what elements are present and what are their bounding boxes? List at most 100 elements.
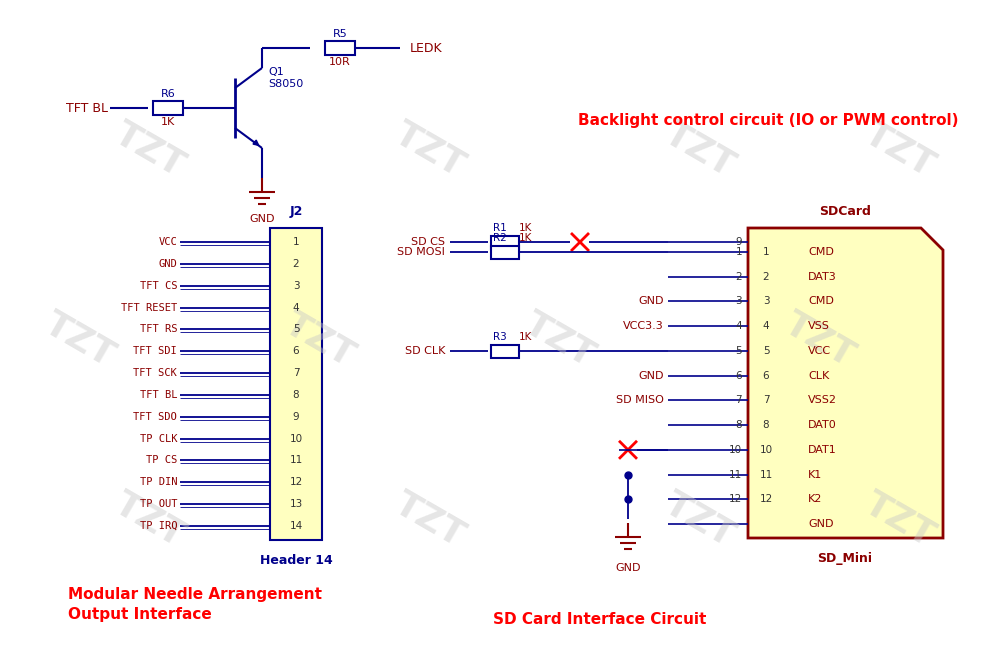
Text: VCC3.3: VCC3.3 (623, 321, 664, 331)
Text: GND: GND (639, 370, 664, 380)
Text: TZT: TZT (389, 116, 471, 184)
Text: 1K: 1K (518, 223, 532, 233)
Bar (270, 228, 322, 540)
Text: TP IRQ: TP IRQ (140, 521, 177, 531)
Text: 6: 6 (763, 370, 769, 380)
Text: 12: 12 (289, 477, 303, 488)
Text: TFT BL: TFT BL (140, 390, 177, 400)
Text: 1K: 1K (161, 117, 175, 127)
Text: 7: 7 (763, 395, 769, 405)
Text: DAT0: DAT0 (808, 420, 837, 430)
Text: 11: 11 (289, 455, 303, 465)
Text: TZT: TZT (659, 486, 741, 553)
Text: 1: 1 (763, 247, 769, 257)
Polygon shape (748, 228, 943, 538)
Text: SDCard: SDCard (819, 205, 871, 218)
Text: 12: 12 (759, 494, 773, 504)
Text: 4: 4 (735, 321, 742, 331)
Text: 3: 3 (735, 297, 742, 307)
Text: R2: R2 (493, 233, 507, 243)
Text: 10: 10 (759, 445, 773, 455)
Text: SD CS: SD CS (411, 237, 445, 247)
Text: 14: 14 (289, 521, 303, 531)
Bar (153, 101, 183, 115)
Bar (325, 41, 355, 55)
Bar (491, 345, 519, 358)
Text: R1: R1 (493, 223, 507, 233)
Text: J2: J2 (289, 205, 303, 218)
Bar (491, 236, 519, 249)
Text: 7: 7 (293, 368, 299, 378)
Text: SD CLK: SD CLK (405, 346, 445, 356)
Text: GND: GND (158, 259, 177, 269)
Text: TZT: TZT (859, 116, 941, 184)
Text: 10: 10 (729, 445, 742, 455)
Text: R3: R3 (493, 332, 507, 342)
Text: 6: 6 (293, 346, 299, 356)
Text: SD MOSI: SD MOSI (397, 247, 445, 257)
Text: 1K: 1K (518, 332, 532, 342)
Text: TZT: TZT (859, 486, 941, 553)
Text: 13: 13 (289, 499, 303, 509)
Text: TFT RESET: TFT RESET (121, 303, 177, 313)
Text: 12: 12 (729, 494, 742, 504)
Text: VSS2: VSS2 (808, 395, 837, 405)
Text: Q1: Q1 (268, 67, 284, 77)
Text: S8050: S8050 (268, 79, 303, 89)
Text: VSS: VSS (808, 321, 830, 331)
Text: TZT: TZT (779, 307, 861, 374)
Text: 1: 1 (735, 247, 742, 257)
Text: TZT: TZT (109, 486, 191, 553)
Text: 5: 5 (763, 346, 769, 356)
Text: TZT: TZT (279, 307, 361, 374)
Text: VCC: VCC (808, 346, 831, 356)
Text: 7: 7 (735, 395, 742, 405)
Text: 4: 4 (763, 321, 769, 331)
Text: 2: 2 (763, 272, 769, 282)
Text: Modular Needle Arrangement: Modular Needle Arrangement (68, 588, 322, 603)
Text: TFT SDO: TFT SDO (133, 412, 177, 422)
Text: 4: 4 (293, 303, 299, 313)
Text: DAT1: DAT1 (808, 445, 837, 455)
Text: SD Card Interface Circuit: SD Card Interface Circuit (493, 613, 707, 628)
Text: 9: 9 (293, 412, 299, 422)
Text: TFT SCK: TFT SCK (133, 368, 177, 378)
Text: TFT RS: TFT RS (140, 324, 177, 334)
Text: TFT BL: TFT BL (66, 101, 108, 114)
Text: GND: GND (639, 297, 664, 307)
Text: LEDK: LEDK (410, 41, 443, 55)
Text: Output Interface: Output Interface (68, 607, 212, 622)
Text: 11: 11 (729, 470, 742, 480)
Text: CMD: CMD (808, 297, 834, 307)
Text: K1: K1 (808, 470, 822, 480)
Text: TZT: TZT (389, 486, 471, 553)
Text: 3: 3 (763, 297, 769, 307)
Text: 3: 3 (293, 281, 299, 291)
Text: GND: GND (249, 214, 275, 224)
Text: TP CLK: TP CLK (140, 434, 177, 443)
Text: VCC: VCC (158, 237, 177, 247)
Text: 10: 10 (289, 434, 303, 443)
Text: 5: 5 (293, 324, 299, 334)
Text: K2: K2 (808, 494, 822, 504)
Text: 11: 11 (759, 470, 773, 480)
Text: 9: 9 (735, 237, 742, 247)
Text: SD_Mini: SD_Mini (818, 552, 872, 565)
Text: TP CS: TP CS (146, 455, 177, 465)
Text: R5: R5 (333, 29, 347, 39)
Text: 1: 1 (293, 237, 299, 247)
Text: TP OUT: TP OUT (140, 499, 177, 509)
Text: SD MISO: SD MISO (616, 395, 664, 405)
Text: TFT SDI: TFT SDI (133, 346, 177, 356)
Text: Backlight control circuit (IO or PWM control): Backlight control circuit (IO or PWM con… (578, 113, 958, 128)
Text: 6: 6 (735, 370, 742, 380)
Text: GND: GND (808, 519, 834, 529)
Text: Header 14: Header 14 (260, 554, 332, 567)
Text: 10R: 10R (329, 57, 351, 67)
Text: R6: R6 (161, 89, 175, 99)
Text: TP DIN: TP DIN (140, 477, 177, 488)
Bar (491, 246, 519, 259)
Text: CLK: CLK (808, 370, 829, 380)
Text: 8: 8 (293, 390, 299, 400)
Text: TZT: TZT (39, 307, 121, 374)
